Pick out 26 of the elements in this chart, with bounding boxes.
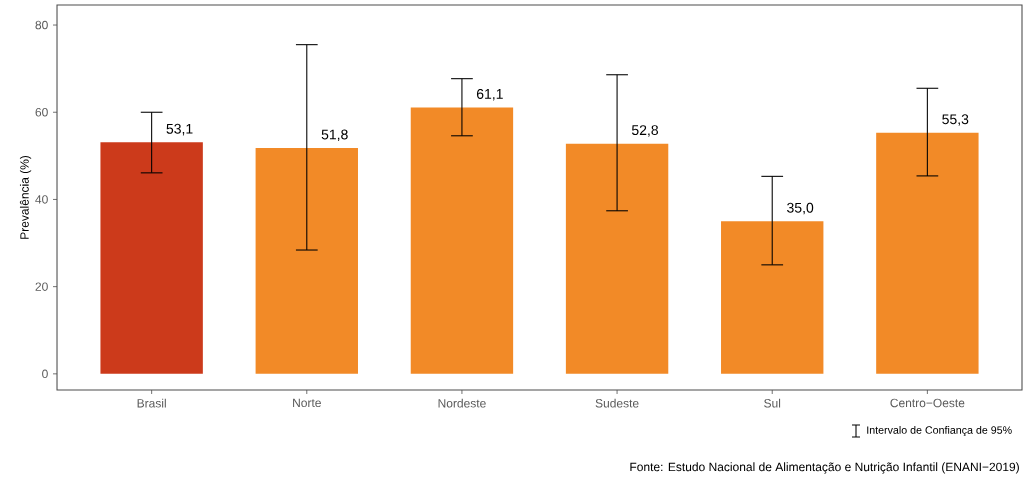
data-label: 52,8 xyxy=(631,125,659,137)
y-tick-label: 80 xyxy=(35,20,48,30)
bar xyxy=(255,148,358,374)
data-label: 61,1 xyxy=(476,88,503,101)
data-label: 35,0 xyxy=(787,202,814,215)
bar xyxy=(100,142,203,374)
data-label: 55,3 xyxy=(942,114,969,126)
bar xyxy=(410,107,514,374)
y-tick-label: 40 xyxy=(35,195,48,204)
data-label: 53,1 xyxy=(166,123,193,136)
y-tick-label: 60 xyxy=(35,107,48,117)
x-tick-label: Sudeste xyxy=(595,398,639,408)
x-tick-label: Norte xyxy=(293,398,321,408)
source-note: Fonte: Estudo Nacional de Alimentação e Nutrição Infantil (ENANI−2019) xyxy=(630,462,1019,474)
x-tick-label: Sul xyxy=(764,398,781,408)
x-tick-label: Centro−Oeste xyxy=(890,398,965,408)
bar xyxy=(565,143,669,374)
bar xyxy=(721,221,824,374)
x-tick-label: Brasil xyxy=(137,398,166,408)
y-axis-title: Prevalência (%) xyxy=(19,155,32,239)
data-label: 51,8 xyxy=(321,129,348,142)
y-tick-label: 20 xyxy=(35,282,48,291)
bar xyxy=(876,132,979,374)
text: Intervalo de Confiança de 95% xyxy=(867,425,1012,436)
x-tick-label: Nordeste xyxy=(438,398,486,408)
y-tick-label: 0 xyxy=(42,369,48,379)
